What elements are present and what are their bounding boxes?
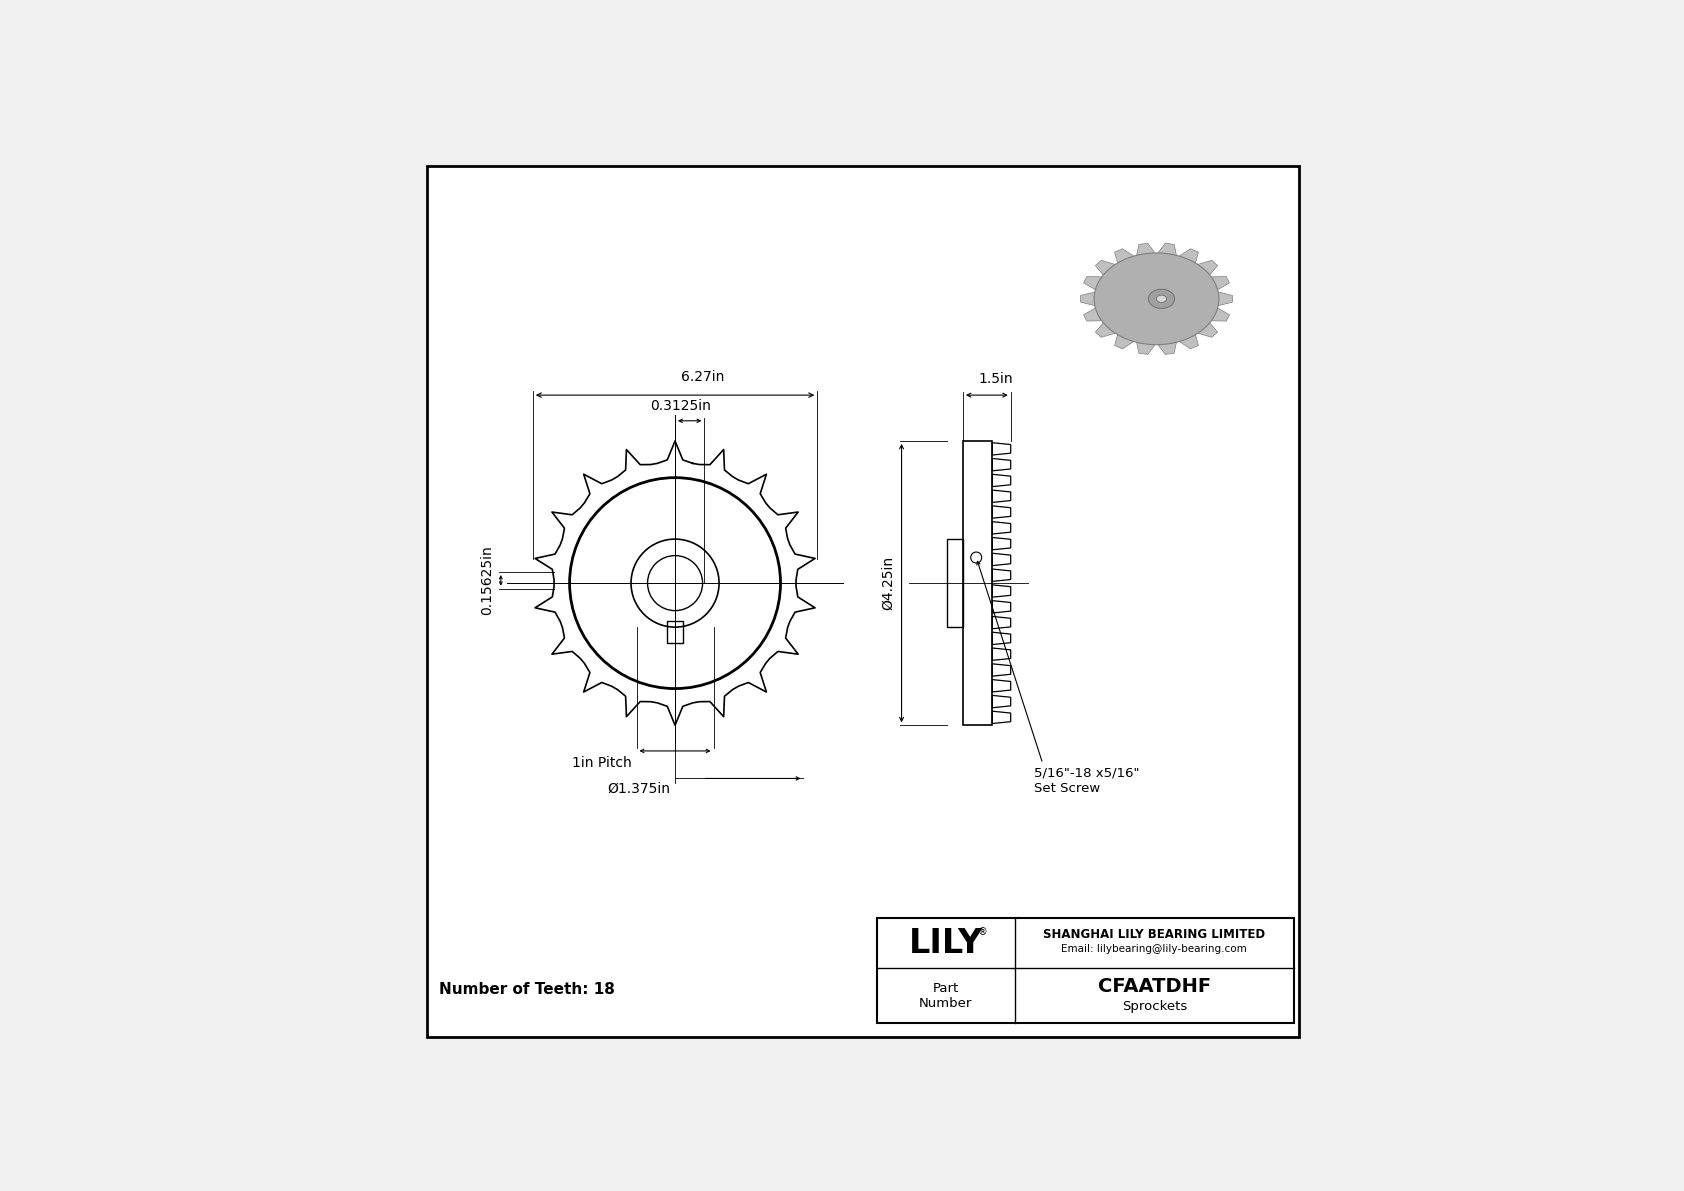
Polygon shape bbox=[1081, 292, 1095, 306]
Text: 0.15625in: 0.15625in bbox=[480, 545, 495, 616]
Bar bbox=[963, 441, 992, 725]
Text: Part
Number: Part Number bbox=[919, 981, 972, 1010]
Polygon shape bbox=[1115, 335, 1133, 349]
Polygon shape bbox=[1197, 323, 1218, 337]
Polygon shape bbox=[1137, 342, 1155, 355]
Polygon shape bbox=[1211, 276, 1229, 289]
Polygon shape bbox=[1218, 292, 1233, 306]
Text: Sprockets: Sprockets bbox=[1122, 1000, 1187, 1014]
Polygon shape bbox=[1137, 243, 1155, 255]
Polygon shape bbox=[1159, 243, 1177, 255]
Text: Ø4.25in: Ø4.25in bbox=[881, 556, 896, 610]
Text: 1in Pitch: 1in Pitch bbox=[573, 755, 632, 769]
Polygon shape bbox=[1115, 249, 1133, 263]
Text: SHANGHAI LILY BEARING LIMITED: SHANGHAI LILY BEARING LIMITED bbox=[1042, 928, 1265, 941]
Polygon shape bbox=[1159, 342, 1177, 355]
Bar bbox=[667, 621, 684, 643]
Bar bbox=[948, 540, 963, 628]
Text: LILY: LILY bbox=[909, 927, 983, 960]
Polygon shape bbox=[1197, 261, 1218, 275]
Text: 5/16"-18 x5/16"
Set Screw: 5/16"-18 x5/16" Set Screw bbox=[1034, 767, 1138, 794]
Polygon shape bbox=[1083, 276, 1101, 289]
Text: 6.27in: 6.27in bbox=[680, 370, 724, 385]
Ellipse shape bbox=[1157, 295, 1167, 303]
Text: 0.3125in: 0.3125in bbox=[650, 399, 711, 413]
Bar bbox=[877, 918, 1293, 1023]
Polygon shape bbox=[1179, 335, 1199, 349]
Polygon shape bbox=[1211, 308, 1229, 322]
Text: Email: lilybearing@lily-bearing.com: Email: lilybearing@lily-bearing.com bbox=[1061, 944, 1248, 954]
Text: Ø1.375in: Ø1.375in bbox=[608, 782, 670, 796]
Text: ®: ® bbox=[977, 927, 987, 937]
Ellipse shape bbox=[1148, 289, 1175, 308]
Polygon shape bbox=[1083, 308, 1101, 322]
Text: CFAATDHF: CFAATDHF bbox=[1098, 977, 1211, 996]
Polygon shape bbox=[1179, 249, 1199, 263]
Text: Number of Teeth: 18: Number of Teeth: 18 bbox=[440, 981, 615, 997]
Polygon shape bbox=[1095, 261, 1115, 275]
Ellipse shape bbox=[1095, 252, 1219, 344]
Text: 1.5in: 1.5in bbox=[978, 372, 1014, 386]
Polygon shape bbox=[1095, 323, 1115, 337]
